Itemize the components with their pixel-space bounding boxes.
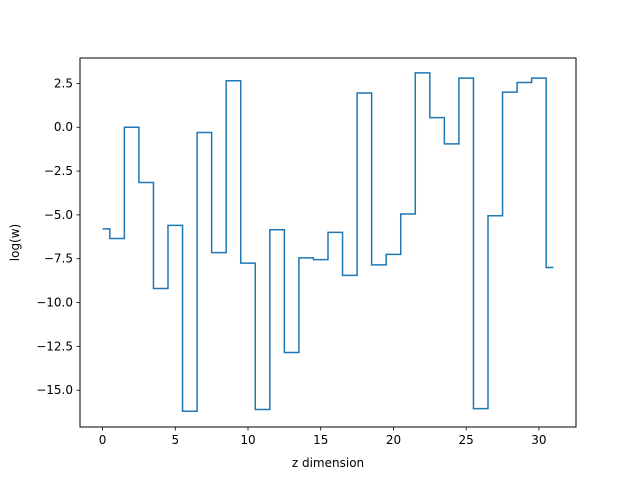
y-axis-ticks: 2.5 0.0 −2.5 −5.0 −7.5 −10.0 −12.5 −15.0 (36, 76, 80, 397)
y-tick-label: −7.5 (44, 252, 73, 266)
x-tick-label: 25 (459, 433, 474, 447)
y-tick-label: −2.5 (44, 164, 73, 178)
x-axis-label: z dimension (292, 456, 364, 470)
x-axis-ticks: 0 5 10 15 20 25 30 (99, 427, 547, 447)
axes-spines (79, 57, 577, 428)
x-tick-label: 5 (171, 433, 179, 447)
y-axis-label: log(w) (8, 224, 22, 261)
y-tick-label: 2.5 (54, 76, 73, 90)
y-tick-label: −5.0 (44, 208, 73, 222)
x-tick-label: 10 (240, 433, 255, 447)
axes-frame (79, 57, 577, 428)
x-tick-label: 0 (99, 433, 107, 447)
y-tick-label: −12.5 (36, 339, 73, 353)
x-tick-label: 15 (313, 433, 328, 447)
plot-area: 0 5 10 15 20 25 30 2.5 0.0 −2.5 −5.0 −7.5 −10.0 −12.… (36, 57, 577, 447)
y-tick-label: −10.0 (36, 296, 73, 310)
x-tick-label: 20 (386, 433, 401, 447)
y-tick-label: −15.0 (36, 383, 73, 397)
y-tick-label: 0.0 (54, 120, 73, 134)
series-layer (102, 72, 554, 412)
series-line-0 (102, 72, 554, 412)
x-tick-label: 30 (531, 433, 546, 447)
